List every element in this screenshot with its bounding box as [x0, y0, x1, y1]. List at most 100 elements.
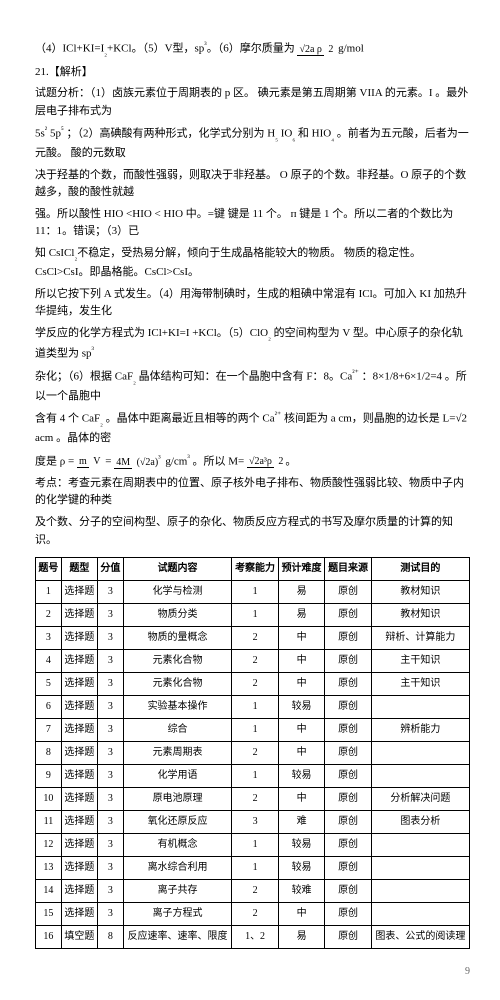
- table-cell: 辨析能力: [371, 719, 469, 742]
- table-row: 9选择题3化学用语1较易原创: [36, 765, 470, 788]
- table-cell: 1: [232, 581, 279, 604]
- table-row: 6选择题3实验基本操作1较易原创: [36, 696, 470, 719]
- table-cell: 主干知识: [371, 673, 469, 696]
- text: ；（2）高碘酸有两种形式，化学式分别为 H: [66, 128, 275, 140]
- table-cell: [371, 696, 469, 719]
- table-cell: 3: [97, 696, 123, 719]
- table-cell: 3: [97, 880, 123, 903]
- table-cell: 原创: [325, 742, 372, 765]
- table-cell: 教材知识: [371, 604, 469, 627]
- table-cell: 图表、公式的阅读理: [371, 926, 469, 949]
- table-cell: 8: [97, 926, 123, 949]
- text: =: [105, 455, 111, 467]
- sub: ₂: [133, 376, 136, 385]
- table-body: 1选择题3化学与检测1易原创教材知识2选择题3物质分类1易原创教材知识3选择题3…: [36, 581, 470, 949]
- table-cell: 有机概念: [123, 834, 232, 857]
- table-cell: 教材知识: [371, 581, 469, 604]
- table-cell: 6: [36, 696, 62, 719]
- page-number: 9: [35, 964, 470, 980]
- table-cell: 2: [232, 903, 279, 926]
- text: IO: [281, 128, 293, 140]
- table-row: 2选择题3物质分类1易原创教材知识: [36, 604, 470, 627]
- column-header: 试题内容: [123, 558, 232, 581]
- table-cell: 选择题: [61, 834, 97, 857]
- text: 杂化；（6）根据 CaF: [35, 371, 133, 383]
- table-cell: 2: [232, 627, 279, 650]
- column-header: 题号: [36, 558, 62, 581]
- table-cell: 原创: [325, 788, 372, 811]
- table-cell: 2: [232, 650, 279, 673]
- table-cell: 3: [97, 765, 123, 788]
- para: 杂化；（6）根据 CaF₂ 晶体结构可知：在一个晶胞中含有 F：8。Ca²⁺ ：…: [35, 367, 470, 405]
- table-row: 11选择题3氧化还原反应3难原创图表分析: [36, 811, 470, 834]
- text: g/cm: [165, 455, 187, 467]
- table-cell: 氧化还原反应: [123, 811, 232, 834]
- text: 。晶体中距离最近且相等的两个 Ca: [106, 413, 275, 425]
- table-cell: 选择题: [61, 903, 97, 926]
- table-row: 3选择题3物质的量概念2中原创辩析、计算能力: [36, 627, 470, 650]
- sup: ²⁺: [275, 410, 282, 419]
- fraction: 4M (√2a)³: [114, 455, 162, 468]
- table-cell: 3: [97, 581, 123, 604]
- sub: ₄: [331, 133, 334, 142]
- text: 知 CsICl: [35, 247, 74, 259]
- table-cell: [371, 765, 469, 788]
- text: 晶体结构可知：在一个晶胞中含有 F：8。Ca: [139, 371, 353, 383]
- para: 含有 4 个 CaF₂ 。晶体中距离最近且相等的两个 Ca²⁺ 核间距为 a c…: [35, 409, 470, 447]
- table-row: 14选择题3离子共存2较难原创: [36, 880, 470, 903]
- table-cell: 辩析、计算能力: [371, 627, 469, 650]
- sup: ⁵: [61, 125, 64, 134]
- table-cell: 3: [97, 604, 123, 627]
- text: +KCl。（5）V型，sp: [107, 43, 204, 55]
- sup: ²⁺: [352, 368, 359, 377]
- sup: ³: [92, 345, 94, 354]
- column-header: 预计难度: [278, 558, 325, 581]
- table-cell: 3: [97, 834, 123, 857]
- table-cell: 易: [278, 581, 325, 604]
- para: 学反应的化学方程式为 ICl+KI=I +KCl。（5）ClO₂ 的空间构型为 …: [35, 325, 470, 363]
- table-cell: 原创: [325, 811, 372, 834]
- table-cell: 选择题: [61, 627, 97, 650]
- para: 5s² 5p⁵ ；（2）高碘酸有两种形式，化学式分别为 H₅ IO₆ 和 HIO…: [35, 124, 470, 162]
- table-cell: 4: [36, 650, 62, 673]
- table-cell: 中: [278, 788, 325, 811]
- table-cell: 3: [97, 811, 123, 834]
- text: 。（6）摩尔质量为: [207, 43, 295, 55]
- table-cell: 3: [97, 903, 123, 926]
- text: （4）ICl+KI=I: [35, 43, 104, 55]
- table-cell: [371, 903, 469, 926]
- sub: ₅: [275, 133, 278, 142]
- table-cell: 原创: [325, 719, 372, 742]
- table-cell: 3: [232, 811, 279, 834]
- table-cell: 1: [232, 604, 279, 627]
- table-cell: 中: [278, 650, 325, 673]
- para: 试题分析：（1）卤族元素位于周期表的 p 区。 碘元素是第五周期第 VIIA 的…: [35, 85, 470, 120]
- table-cell: 2: [232, 788, 279, 811]
- fraction: √2a³ρ 2: [247, 456, 285, 467]
- table-cell: 综合: [123, 719, 232, 742]
- table-cell: 10: [36, 788, 62, 811]
- sup: ²: [45, 125, 47, 134]
- table-cell: 实验基本操作: [123, 696, 232, 719]
- text: 。所以 M=: [193, 455, 245, 467]
- fraction: m V: [77, 456, 103, 467]
- table-cell: [371, 857, 469, 880]
- table-cell: 3: [97, 788, 123, 811]
- table-cell: 13: [36, 857, 62, 880]
- sub: ₆: [292, 133, 295, 142]
- table-cell: 中: [278, 673, 325, 696]
- table-row: 15选择题3离子方程式2中原创: [36, 903, 470, 926]
- table-cell: 原创: [325, 604, 372, 627]
- table-cell: 选择题: [61, 719, 97, 742]
- denominator: (√2a)³: [135, 457, 163, 468]
- table-cell: 化学与检测: [123, 581, 232, 604]
- table-cell: 7: [36, 719, 62, 742]
- table-cell: 化学用语: [123, 765, 232, 788]
- table-cell: 主干知识: [371, 650, 469, 673]
- table-cell: 3: [36, 627, 62, 650]
- table-row: 8选择题3元素周期表2中原创: [36, 742, 470, 765]
- text: 5p: [50, 128, 61, 140]
- table-cell: 元素化合物: [123, 673, 232, 696]
- table-cell: 较难: [278, 880, 325, 903]
- table-cell: 原创: [325, 834, 372, 857]
